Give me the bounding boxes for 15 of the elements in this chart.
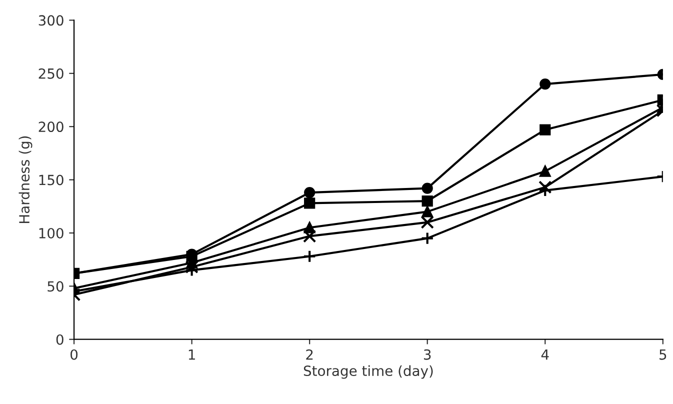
x-tick-label: 4 — [541, 350, 549, 360]
y-tick-label: 100 — [39, 228, 64, 238]
y-axis-title: Hardness (g) — [18, 136, 32, 223]
y-tick-label: 50 — [48, 281, 64, 292]
x-tick-label: 1 — [188, 350, 195, 360]
x-axis-title: Storage time (day) — [304, 365, 433, 379]
y-tick-label: 200 — [38, 122, 64, 132]
y-tick-label: 150 — [39, 174, 64, 186]
x-tick-label: 5 — [660, 350, 666, 360]
y-tick-label: 0 — [56, 334, 64, 345]
y-tick-label: 300 — [38, 15, 64, 26]
x-tick-label: 2 — [306, 349, 313, 360]
x-tick-label: 3 — [424, 349, 431, 360]
y-tick-label: 250 — [38, 68, 64, 79]
x-tick-label: 0 — [70, 349, 78, 360]
